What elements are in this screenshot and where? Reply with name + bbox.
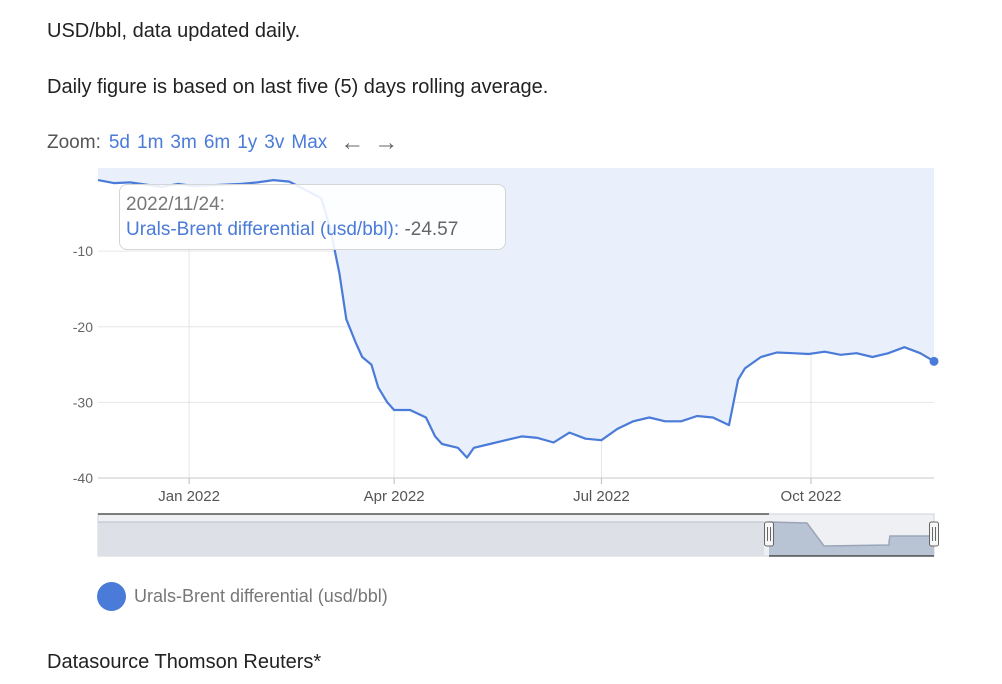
zoom-3v-button[interactable]: 3v (264, 132, 285, 153)
tooltip-date: 2022/11/24: (126, 194, 225, 215)
chart-tooltip: 2022/11/24: Urals-Brent differential (us… (119, 184, 506, 250)
zoom-3m-button[interactable]: 3m (170, 132, 197, 153)
x-tick-label: Jul 2022 (573, 488, 630, 505)
y-tick-label: -10 (73, 243, 93, 259)
y-axis: -10 -20 -30 -40 (73, 243, 93, 486)
plot-area (97, 168, 939, 459)
zoom-1y-button[interactable]: 1y (237, 132, 258, 153)
intro-units-text: USD/bbl, data updated daily. (47, 20, 301, 42)
tooltip-value: -24.57 (404, 219, 459, 240)
legend-item[interactable]: Urals-Brent differential (usd/bbl) (97, 582, 388, 611)
legend-label: Urals-Brent differential (usd/bbl) (134, 586, 388, 606)
y-tick-label: -30 (73, 394, 93, 410)
data-source-text: Datasource Thomson Reuters* (47, 651, 322, 673)
chart-svg: -10 -20 -30 -40 Jan 2022 Apr 2022 Jul 2022 Oct… (73, 168, 939, 557)
zoom-5d-button[interactable]: 5d (108, 132, 130, 153)
navigator-selected-area (769, 522, 934, 556)
y-tick-label: -20 (73, 319, 93, 335)
navigator[interactable] (97, 513, 939, 557)
chart-area: -10 -20 -30 -40 Jan 2022 Apr 2022 Jul 2022 Oct… (0, 160, 1002, 580)
tooltip-series-name: Urals-Brent differential (usd/bbl) (126, 219, 394, 240)
zoom-max-button[interactable]: Max (291, 132, 328, 153)
navigator-selected-line (768, 521, 934, 547)
zoom-1m-button[interactable]: 1m (137, 132, 164, 153)
intro-method-text: Daily figure is based on last five (5) d… (47, 76, 549, 98)
x-tick-label: Jan 2022 (158, 488, 220, 505)
navigator-left-handle[interactable] (764, 521, 774, 547)
arrow-left-icon[interactable]: ← (340, 129, 365, 156)
arrow-right-icon[interactable]: → (374, 129, 399, 156)
highlighted-data-point (929, 356, 939, 366)
y-tick-label: -40 (73, 470, 93, 486)
tooltip-separator: : (393, 219, 400, 240)
series-area-fill (98, 168, 934, 458)
zoom-label: Zoom: (47, 132, 101, 153)
x-tick-label: Oct 2022 (781, 488, 842, 505)
zoom-bar: Zoom: 5d 1m 3m 6m 1y 3v Max ← → (47, 131, 402, 155)
x-tick-label: Apr 2022 (364, 488, 425, 505)
x-axis: Jan 2022 Apr 2022 Jul 2022 Oct 2022 (98, 477, 934, 505)
series-line (97, 179, 935, 459)
navigator-history-area (98, 522, 764, 556)
zoom-6m-button[interactable]: 6m (203, 132, 231, 153)
legend-dot-icon (97, 582, 126, 611)
navigator-outline (98, 513, 934, 557)
navigator-right-handle[interactable] (929, 521, 939, 547)
